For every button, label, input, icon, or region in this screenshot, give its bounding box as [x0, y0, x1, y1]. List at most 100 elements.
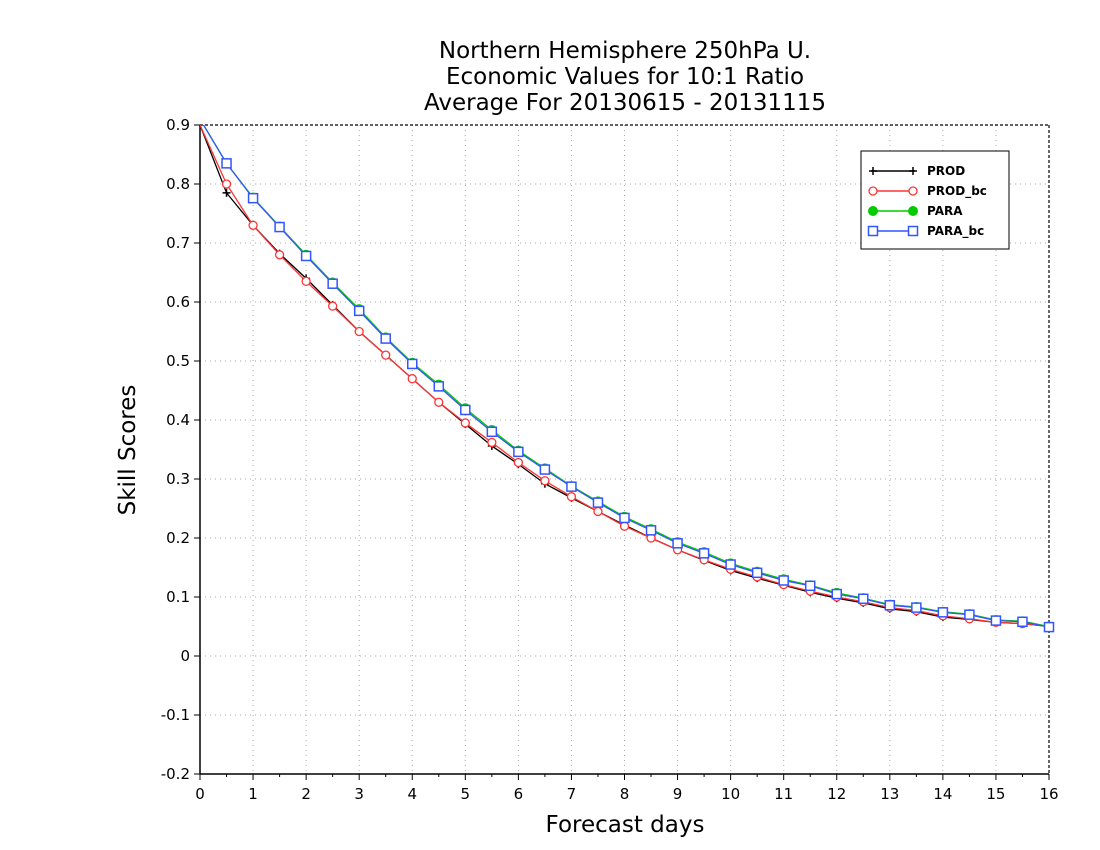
- legend-marker: [867, 225, 879, 237]
- legend-item: PROD: [869, 164, 965, 178]
- x-tick-label: 4: [407, 785, 417, 803]
- data-point: [247, 192, 259, 204]
- x-tick-label: 6: [514, 785, 524, 803]
- legend-marker: [869, 167, 877, 175]
- x-tick-label: 15: [986, 785, 1005, 803]
- data-point: [460, 418, 470, 428]
- data-point: [540, 476, 550, 486]
- legend-item: PROD_bc: [868, 184, 987, 199]
- data-point: [804, 580, 816, 592]
- data-point: [300, 250, 312, 262]
- data-point: [380, 333, 391, 344]
- x-tick-label: 5: [461, 785, 471, 803]
- legend-box: [860, 150, 1010, 250]
- data-point: [248, 220, 258, 230]
- data-point: [619, 521, 630, 531]
- x-tick-label: 16: [1039, 785, 1058, 803]
- legend-marker: [909, 167, 917, 175]
- y-tick-labels: 0.9 0.8 0.7 0.6 0.5 0.4 0.3 0.2 0.1 0 -0.1 -0.2: [161, 116, 200, 783]
- legend-marker: [868, 206, 878, 216]
- data-point: [487, 437, 497, 448]
- data-point: [407, 358, 418, 370]
- y-tick-label: 0.2: [166, 529, 190, 547]
- data-point: [566, 492, 577, 502]
- data-point: [301, 276, 311, 287]
- legend-item: PARA: [868, 204, 963, 218]
- x-tick-label: 12: [827, 785, 846, 803]
- legend-label: PARA: [927, 204, 963, 218]
- data-point: [884, 600, 896, 611]
- x-tick-label: 0: [195, 785, 205, 803]
- data-point: [433, 381, 445, 392]
- data-point: [725, 559, 736, 570]
- data-point: [751, 567, 763, 579]
- x-tick-label: 8: [620, 785, 630, 803]
- data-point: [990, 615, 1002, 626]
- chart-title: Northern Hemisphere 250hPa U.Economic Va…: [424, 38, 826, 116]
- data-point: [1017, 616, 1028, 628]
- x-tick-labels: 0 1 2 3 4 5 6 7 8 9 10 11 12 13 14 15 16: [195, 774, 1059, 803]
- data-point: [221, 179, 232, 189]
- y-tick-label: 0.7: [166, 234, 190, 252]
- x-tick-label: 7: [567, 785, 577, 803]
- x-tick-label: 13: [880, 785, 899, 803]
- data-point: [221, 158, 232, 169]
- data-point: [698, 548, 710, 559]
- series: [200, 125, 1055, 633]
- data-point: [964, 609, 975, 620]
- legend-marker: [908, 186, 918, 196]
- y-tick-label: 0.5: [166, 352, 190, 370]
- y-axis-label: Skill Scores: [115, 385, 141, 516]
- data-point: [1043, 621, 1055, 633]
- data-point: [593, 506, 603, 517]
- y-tick-label: 0.1: [166, 588, 190, 606]
- legend-item: PARA_bc: [867, 224, 984, 239]
- data-point: [381, 350, 391, 360]
- data-point: [274, 221, 285, 233]
- data-point: [911, 602, 922, 613]
- data-point: [328, 301, 338, 311]
- data-point: [460, 404, 471, 416]
- legend-label: PROD_bc: [927, 184, 987, 199]
- legend: PROD PROD_bc PARA PARA_bc: [860, 150, 1010, 250]
- x-tick-label: 11: [774, 785, 793, 803]
- data-point: [486, 426, 498, 438]
- data-point: [592, 497, 604, 508]
- y-tick-label: 0.6: [166, 293, 190, 311]
- legend-marker: [868, 186, 878, 196]
- legend-marker: [908, 206, 918, 216]
- data-point: [274, 250, 285, 260]
- y-tick-label: 0.4: [166, 411, 190, 429]
- data-point: [539, 464, 551, 475]
- y-tick-label: -0.2: [161, 765, 190, 783]
- y-tick-label: 0: [180, 647, 190, 665]
- data-point: [672, 538, 683, 549]
- data-point: [434, 397, 444, 407]
- chart-title-line: Northern Hemisphere 250hPa U.: [439, 38, 811, 64]
- series-para-bc: [202, 125, 1055, 633]
- x-tick-label: 2: [301, 785, 311, 803]
- y-tick-label: 0.8: [166, 175, 190, 193]
- data-point: [354, 326, 364, 337]
- data-point: [222, 188, 231, 197]
- x-tick-label: 10: [721, 785, 740, 803]
- data-point: [353, 305, 365, 317]
- grid: [200, 125, 1049, 774]
- legend-label: PARA_bc: [927, 224, 984, 239]
- data-point: [619, 512, 630, 524]
- y-tick-label: 0.9: [166, 116, 190, 134]
- legend-marker: [907, 225, 919, 237]
- data-point: [778, 575, 789, 586]
- x-tick-label: 14: [933, 785, 952, 803]
- data-point: [566, 481, 577, 492]
- data-point: [513, 457, 524, 468]
- chart-title-line: Economic Values for 10:1 Ratio: [446, 64, 804, 90]
- x-axis-label: Forecast days: [546, 812, 705, 838]
- x-tick-label: 9: [673, 785, 683, 803]
- x-tick-label: 3: [354, 785, 364, 803]
- data-point: [858, 593, 869, 605]
- data-point: [327, 278, 338, 289]
- data-point: [937, 607, 949, 618]
- y-tick-label: -0.1: [161, 706, 190, 724]
